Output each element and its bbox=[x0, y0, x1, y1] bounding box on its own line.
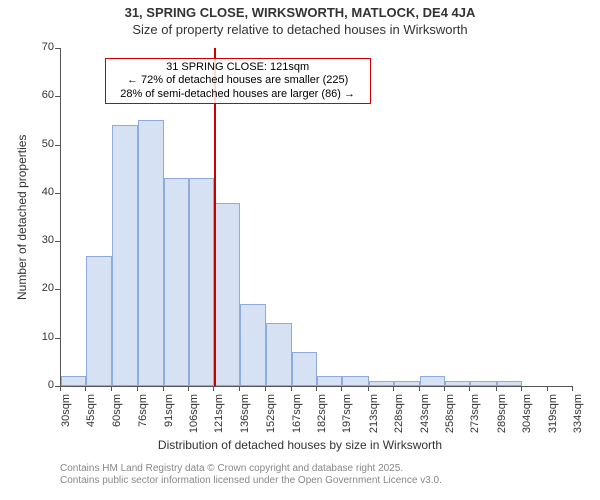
x-tick-mark bbox=[393, 386, 394, 391]
y-tick-mark bbox=[55, 338, 60, 339]
y-tick-mark bbox=[55, 241, 60, 242]
y-tick-label: 50 bbox=[30, 138, 54, 150]
histogram-bar bbox=[189, 178, 214, 386]
histogram-bar bbox=[292, 352, 317, 386]
histogram-bar bbox=[214, 203, 239, 386]
x-tick-label: 136sqm bbox=[239, 394, 251, 442]
x-tick-mark bbox=[547, 386, 548, 391]
histogram-bar bbox=[394, 381, 419, 386]
x-tick-mark bbox=[213, 386, 214, 391]
annotation-line: 31 SPRING CLOSE: 121sqm bbox=[110, 61, 366, 74]
x-tick-label: 213sqm bbox=[368, 394, 380, 442]
y-tick-mark bbox=[55, 96, 60, 97]
x-tick-mark bbox=[111, 386, 112, 391]
histogram-bar bbox=[138, 120, 163, 386]
x-tick-label: 258sqm bbox=[444, 394, 456, 442]
x-tick-mark bbox=[316, 386, 317, 391]
x-tick-label: 197sqm bbox=[341, 394, 353, 442]
histogram-bar bbox=[369, 381, 394, 386]
y-tick-mark bbox=[55, 145, 60, 146]
histogram-bar bbox=[445, 381, 470, 386]
x-tick-mark bbox=[572, 386, 573, 391]
x-tick-label: 304sqm bbox=[521, 394, 533, 442]
histogram-bar bbox=[164, 178, 189, 386]
x-tick-label: 289sqm bbox=[496, 394, 508, 442]
x-tick-mark bbox=[521, 386, 522, 391]
chart-container: 31, SPRING CLOSE, WIRKSWORTH, MATLOCK, D… bbox=[0, 0, 600, 500]
x-tick-mark bbox=[188, 386, 189, 391]
x-tick-label: 152sqm bbox=[265, 394, 277, 442]
histogram-bar bbox=[342, 376, 369, 386]
x-tick-label: 334sqm bbox=[572, 394, 584, 442]
x-tick-label: 319sqm bbox=[547, 394, 559, 442]
x-tick-mark bbox=[137, 386, 138, 391]
y-tick-mark bbox=[55, 193, 60, 194]
histogram-bar bbox=[61, 376, 86, 386]
histogram-bar bbox=[112, 125, 139, 386]
x-tick-label: 182sqm bbox=[316, 394, 328, 442]
histogram-bar bbox=[266, 323, 291, 386]
footer-line-1: Contains HM Land Registry data © Crown c… bbox=[60, 463, 442, 475]
y-tick-label: 0 bbox=[30, 379, 54, 391]
x-tick-mark bbox=[444, 386, 445, 391]
plot-area: 31 SPRING CLOSE: 121sqm← 72% of detached… bbox=[60, 48, 573, 387]
y-tick-label: 60 bbox=[30, 89, 54, 101]
histogram-bar bbox=[470, 381, 497, 386]
x-tick-label: 91sqm bbox=[163, 394, 175, 442]
x-tick-label: 243sqm bbox=[419, 394, 431, 442]
y-tick-label: 70 bbox=[30, 41, 54, 53]
x-tick-mark bbox=[341, 386, 342, 391]
footer-line-2: Contains public sector information licen… bbox=[60, 475, 442, 487]
y-tick-mark bbox=[55, 289, 60, 290]
y-tick-label: 40 bbox=[30, 186, 54, 198]
x-tick-label: 30sqm bbox=[60, 394, 72, 442]
histogram-bar bbox=[86, 256, 111, 386]
annotation-line: ← 72% of detached houses are smaller (22… bbox=[110, 74, 366, 87]
x-tick-mark bbox=[239, 386, 240, 391]
y-tick-mark bbox=[55, 48, 60, 49]
x-tick-mark bbox=[469, 386, 470, 391]
x-tick-mark bbox=[265, 386, 266, 391]
x-tick-label: 228sqm bbox=[393, 394, 405, 442]
histogram-bar bbox=[317, 376, 342, 386]
x-tick-label: 121sqm bbox=[213, 394, 225, 442]
x-tick-label: 60sqm bbox=[111, 394, 123, 442]
histogram-bar bbox=[240, 304, 267, 386]
y-tick-label: 30 bbox=[30, 234, 54, 246]
x-tick-label: 76sqm bbox=[137, 394, 149, 442]
y-tick-label: 20 bbox=[30, 282, 54, 294]
footer-attribution: Contains HM Land Registry data © Crown c… bbox=[60, 463, 442, 487]
x-tick-mark bbox=[368, 386, 369, 391]
x-tick-label: 45sqm bbox=[85, 394, 97, 442]
x-tick-mark bbox=[291, 386, 292, 391]
x-tick-mark bbox=[419, 386, 420, 391]
x-tick-mark bbox=[85, 386, 86, 391]
annotation-box: 31 SPRING CLOSE: 121sqm← 72% of detached… bbox=[105, 58, 371, 104]
chart-title-sub: Size of property relative to detached ho… bbox=[0, 22, 600, 37]
chart-title-main: 31, SPRING CLOSE, WIRKSWORTH, MATLOCK, D… bbox=[0, 5, 600, 20]
x-tick-mark bbox=[163, 386, 164, 391]
x-tick-mark bbox=[496, 386, 497, 391]
histogram-bar bbox=[497, 381, 522, 386]
histogram-bar bbox=[420, 376, 445, 386]
x-tick-mark bbox=[60, 386, 61, 391]
x-tick-label: 273sqm bbox=[469, 394, 481, 442]
x-tick-label: 167sqm bbox=[291, 394, 303, 442]
y-tick-label: 10 bbox=[30, 331, 54, 343]
y-axis-label: Number of detached properties bbox=[15, 135, 29, 300]
annotation-line: 28% of semi-detached houses are larger (… bbox=[110, 88, 366, 101]
x-tick-label: 106sqm bbox=[188, 394, 200, 442]
